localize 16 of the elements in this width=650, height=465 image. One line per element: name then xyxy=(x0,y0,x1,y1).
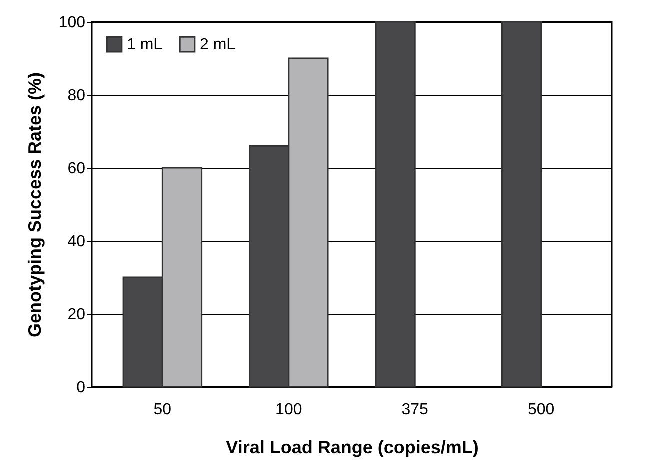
x-axis-title: Viral Load Range (copies/mL) xyxy=(226,438,479,458)
legend-label: 1 mL xyxy=(127,36,163,54)
y-tick-label: 20 xyxy=(68,306,86,324)
x-tick-label: 375 xyxy=(402,402,429,418)
y-tick-label: 60 xyxy=(68,160,86,178)
legend-label: 2 mL xyxy=(200,36,236,54)
y-axis-title: Genotyping Success Rates (%) xyxy=(24,72,45,338)
bar xyxy=(375,21,416,388)
y-tick-label: 100 xyxy=(58,14,86,32)
x-tick-label: 500 xyxy=(528,402,555,418)
y-tick-label: 80 xyxy=(68,88,86,104)
x-tick-label: 50 xyxy=(154,402,172,418)
x-tick-label: 100 xyxy=(276,402,302,418)
y-tick-label: 40 xyxy=(68,234,86,250)
bar xyxy=(501,21,542,388)
y-tick-label: 0 xyxy=(76,380,86,396)
